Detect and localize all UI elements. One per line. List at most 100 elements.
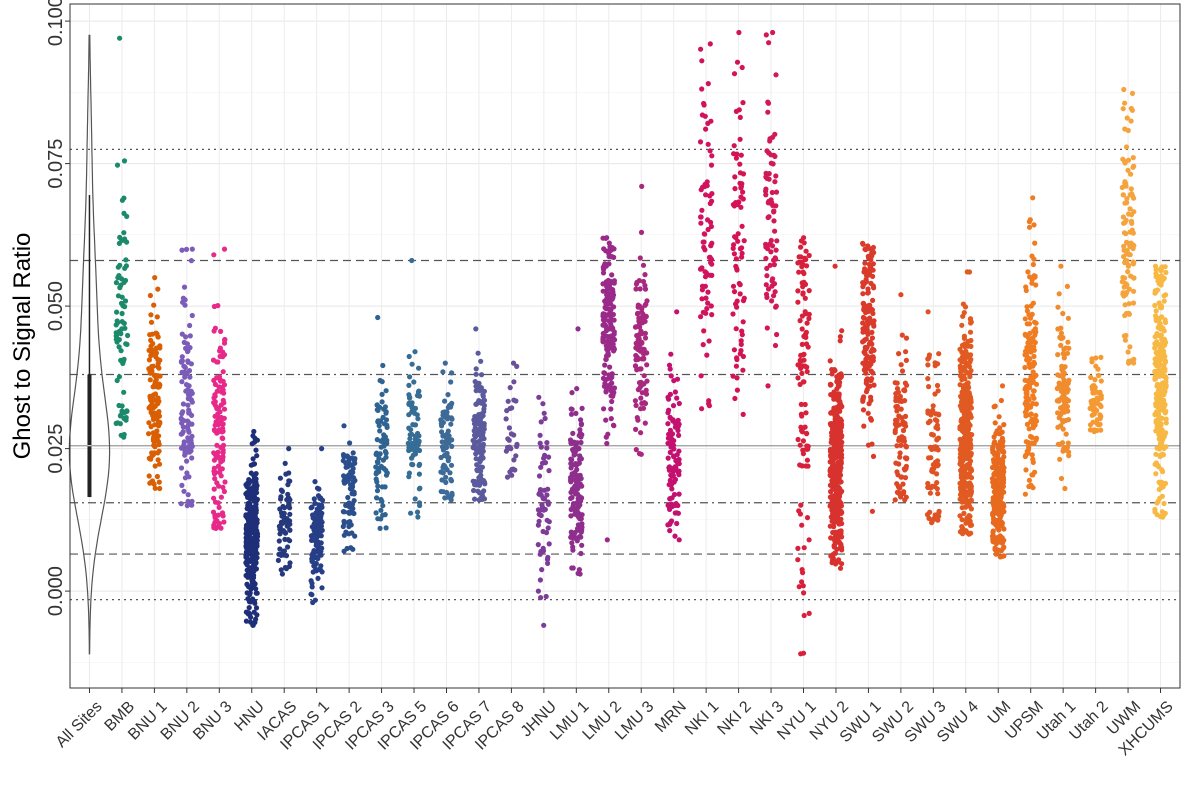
- data-point: [279, 513, 285, 519]
- data-point: [964, 474, 970, 480]
- data-point: [934, 382, 941, 389]
- data-point: [738, 185, 744, 191]
- data-point: [579, 542, 585, 548]
- data-point: [121, 230, 127, 236]
- data-point: [1091, 390, 1097, 396]
- data-point: [1060, 310, 1066, 317]
- data-point: [611, 329, 617, 335]
- data-point: [277, 475, 283, 481]
- data-point: [377, 465, 383, 471]
- data-point: [989, 476, 996, 482]
- data-point: [178, 445, 185, 451]
- series-utah-1: [1054, 263, 1072, 492]
- data-point: [892, 429, 898, 436]
- data-point: [606, 291, 612, 297]
- data-point: [740, 411, 746, 417]
- data-point: [179, 247, 185, 253]
- data-point: [863, 307, 869, 313]
- series-nyu-2: [827, 263, 845, 571]
- data-point: [1065, 339, 1071, 345]
- data-point: [667, 521, 673, 527]
- data-point: [511, 397, 517, 403]
- data-point: [319, 519, 325, 525]
- data-point: [834, 406, 840, 412]
- data-point: [384, 422, 390, 428]
- data-point: [119, 319, 125, 325]
- data-point: [253, 447, 259, 453]
- data-point: [865, 383, 871, 389]
- series-bnu-1: [146, 275, 163, 492]
- data-point: [116, 337, 122, 343]
- data-point: [764, 325, 770, 331]
- data-point: [350, 479, 356, 485]
- data-point: [538, 464, 544, 470]
- data-point: [568, 513, 574, 519]
- data-point: [669, 472, 676, 478]
- data-point: [473, 388, 479, 394]
- data-point: [961, 359, 967, 365]
- data-point: [157, 420, 163, 426]
- data-point: [252, 533, 258, 540]
- data-point: [799, 567, 805, 573]
- data-point: [698, 220, 704, 226]
- data-point: [732, 186, 738, 192]
- data-point: [311, 496, 317, 502]
- y-axis-title: Ghost to Signal Ratio: [9, 233, 36, 460]
- data-point: [903, 335, 910, 341]
- data-point: [837, 565, 844, 571]
- data-point: [736, 199, 742, 205]
- data-point: [1028, 349, 1034, 355]
- data-point: [738, 341, 744, 347]
- data-point: [676, 432, 682, 438]
- data-point: [506, 437, 512, 443]
- data-point: [1129, 107, 1135, 113]
- data-point: [188, 258, 194, 264]
- data-point: [471, 417, 477, 423]
- data-point: [834, 454, 840, 460]
- data-point: [903, 357, 910, 363]
- data-point: [639, 340, 645, 346]
- data-point: [417, 461, 423, 467]
- data-point: [1025, 269, 1031, 275]
- data-point: [1022, 332, 1029, 338]
- data-point: [773, 303, 779, 309]
- data-point: [768, 249, 774, 255]
- data-point: [278, 496, 284, 502]
- data-point: [697, 266, 704, 272]
- data-point: [801, 333, 807, 339]
- data-point: [835, 459, 841, 465]
- data-point: [379, 379, 385, 385]
- data-point: [417, 502, 423, 509]
- data-point: [1024, 383, 1030, 390]
- data-point: [667, 496, 673, 502]
- data-point: [1032, 240, 1038, 246]
- data-point: [279, 571, 285, 577]
- data-point: [897, 398, 903, 404]
- data-point: [536, 491, 542, 497]
- data-point: [1162, 317, 1168, 323]
- data-point: [349, 530, 355, 536]
- data-point: [733, 263, 739, 269]
- data-point: [156, 365, 162, 371]
- data-point: [479, 495, 485, 501]
- data-point: [1120, 106, 1126, 112]
- data-point: [1125, 157, 1132, 163]
- data-point: [964, 499, 970, 505]
- data-point: [546, 454, 552, 460]
- data-point: [870, 273, 876, 279]
- data-point: [383, 417, 390, 423]
- data-point: [736, 107, 742, 113]
- data-point: [1157, 346, 1163, 352]
- data-point: [1030, 369, 1036, 375]
- data-point: [407, 395, 413, 401]
- data-point: [578, 534, 584, 540]
- data-point: [804, 430, 810, 436]
- data-point: [157, 345, 163, 351]
- data-point: [765, 100, 772, 106]
- data-point: [315, 555, 321, 562]
- data-point: [1161, 445, 1167, 451]
- data-point: [409, 440, 415, 446]
- series-ipcas-1: [308, 446, 326, 606]
- data-point: [409, 257, 415, 264]
- data-point: [900, 421, 906, 427]
